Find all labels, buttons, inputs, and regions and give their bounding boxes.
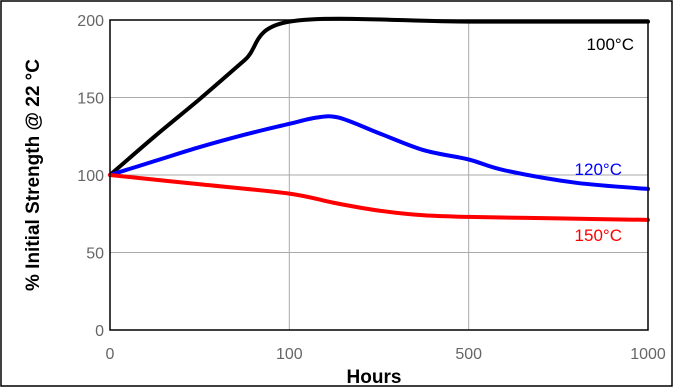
x-tick-label: 1000 xyxy=(630,346,666,363)
x-tick-label: 500 xyxy=(455,346,482,363)
y-tick-label: 150 xyxy=(77,91,104,108)
y-tick-label: 0 xyxy=(95,323,104,340)
series-label: 100°C xyxy=(587,35,634,54)
x-tick-label: 0 xyxy=(106,346,115,363)
y-tick-label: 100 xyxy=(77,168,104,185)
y-tick-label: 50 xyxy=(86,246,104,263)
x-tick-label: 100 xyxy=(276,346,303,363)
y-axis-title: % Initial Strength @ 22 °C xyxy=(23,59,44,291)
x-axis-title: Hours xyxy=(347,367,402,387)
series-label: 150°C xyxy=(575,226,622,245)
y-tick-label: 200 xyxy=(77,13,104,30)
series-label: 120°C xyxy=(575,160,622,179)
